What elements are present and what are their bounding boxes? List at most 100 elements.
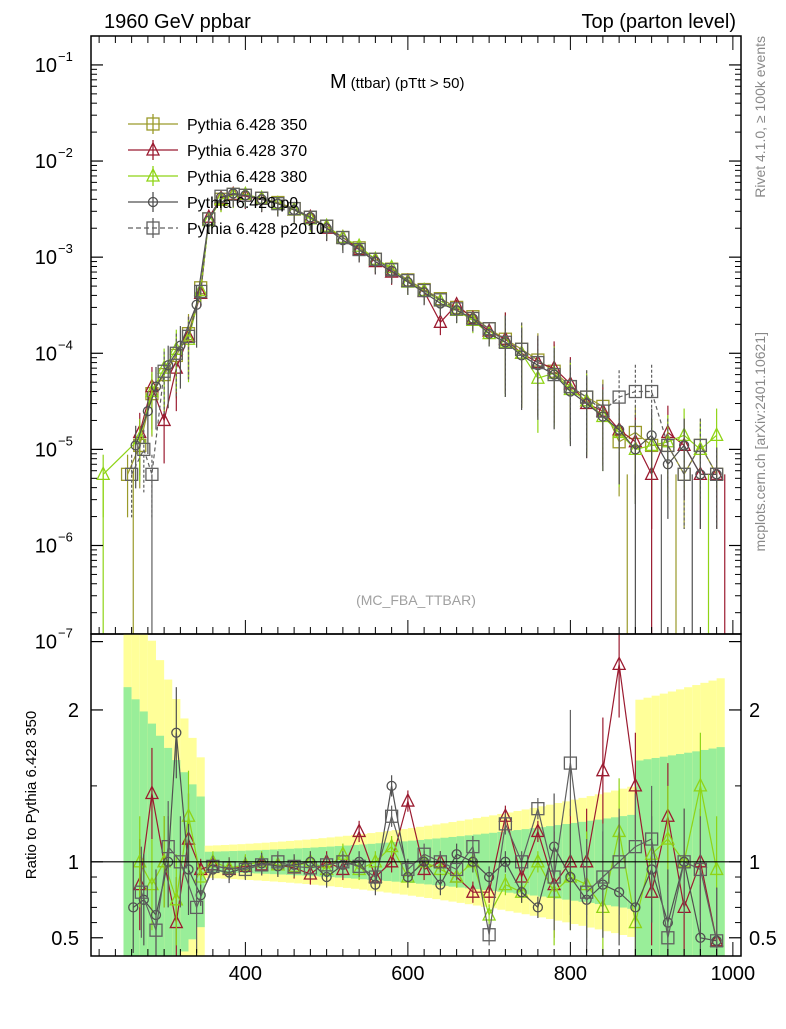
ratio-point: [386, 780, 397, 792]
ratio-point: [709, 934, 724, 948]
ratio-point: [530, 853, 545, 868]
ratio-point: [171, 727, 182, 738]
data-point: [628, 384, 643, 399]
ratio-point: [612, 655, 627, 671]
y-tick-exponent: −4: [58, 337, 73, 352]
legend-marker: [146, 117, 160, 131]
y-tick-label: 10: [35, 632, 57, 654]
data-point: [677, 467, 691, 481]
ratio-point: [384, 809, 399, 823]
data-point: [238, 188, 253, 202]
data-point: [384, 263, 399, 277]
ratio-point: [384, 853, 399, 868]
ratio-ylabel: Ratio to Pythia 6.428 350: [23, 711, 40, 879]
data-point: [709, 467, 724, 481]
y-tick-label: 10: [35, 151, 57, 173]
legend-label: Pythia 6.428 350: [187, 117, 307, 134]
y-tick-label: 10: [35, 343, 57, 365]
data-point: [514, 342, 529, 356]
data-point: [531, 355, 545, 370]
data-point: [466, 311, 480, 326]
ratio-point: [579, 885, 594, 899]
data-point: [401, 273, 415, 288]
ratio-point: [451, 849, 462, 860]
ratio-point: [193, 868, 208, 883]
data-point: [150, 381, 162, 392]
ratio-point: [498, 876, 513, 891]
ratio-point: [303, 865, 318, 880]
data-point: [271, 197, 285, 211]
green-band-segment: [651, 757, 660, 956]
data-point: [433, 293, 448, 307]
ratio-point: [693, 777, 708, 792]
y-tick-label: 10: [35, 439, 57, 461]
green-band-segment: [131, 699, 140, 956]
data-point: [596, 404, 610, 418]
ratio-point: [368, 870, 383, 884]
green-band-segment: [635, 760, 644, 956]
ratio-point: [596, 870, 610, 884]
y-tick-exponent: −5: [58, 433, 73, 448]
ratio-point: [352, 859, 366, 874]
ratio-point: [465, 883, 480, 898]
ratio-point: [157, 853, 172, 868]
ratio-point: [466, 839, 480, 854]
data-point: [644, 384, 659, 399]
ratio-point: [161, 839, 175, 854]
green-band-segment: [659, 756, 668, 956]
y-tick-exponent: −2: [58, 145, 73, 160]
green-band-segment: [716, 747, 725, 956]
y-tick-exponent: −6: [58, 529, 73, 544]
ratio-point: [144, 785, 159, 800]
ratio-point: [287, 859, 301, 874]
ratio-point: [532, 902, 544, 913]
legend-marker: [145, 167, 161, 182]
y-tick-exponent: −3: [58, 241, 73, 256]
ratio-point: [238, 862, 253, 877]
data-point: [319, 219, 334, 233]
data-point: [254, 191, 269, 205]
ratio-point: [449, 862, 464, 877]
data-point: [368, 252, 383, 266]
ratio-point: [565, 871, 576, 883]
ratio-point: [181, 807, 196, 822]
y-tick-label: 10: [35, 55, 57, 77]
ratio-point: [530, 822, 545, 838]
data-point: [693, 438, 708, 453]
y-tick-exponent: −1: [58, 49, 73, 64]
legend-label: Pythia 6.428 p0: [187, 195, 298, 212]
y-tick-label: 10: [35, 535, 57, 557]
ratio-y-tick-label: 1: [68, 852, 79, 874]
green-band-segment: [156, 735, 165, 956]
x-tick-label: 600: [391, 963, 424, 985]
ratio-point: [482, 928, 496, 942]
ratio-point: [401, 862, 415, 877]
ratio-point: [144, 876, 159, 891]
x-tick-label: 400: [229, 963, 262, 985]
ratio-y-tick-label: 0.5: [51, 928, 79, 950]
legend-label: Pythia 6.428 370: [187, 143, 307, 160]
ratio-point: [482, 883, 497, 898]
series-line: [131, 193, 718, 476]
green-band-segment: [676, 754, 685, 956]
header-process-label: Top (parton level): [581, 11, 736, 33]
ratio-point: [516, 887, 527, 898]
ratio-y-tick-label-right: 1: [749, 852, 760, 874]
ratio-point: [189, 900, 204, 915]
ratio-point: [531, 802, 545, 816]
main-title: M (ttbar) (pTtt > 50): [330, 71, 464, 93]
ratio-point: [709, 860, 724, 876]
ratio-point: [384, 838, 399, 853]
data-point: [547, 367, 561, 382]
data-point: [130, 440, 141, 451]
legend: Pythia 6.428 350 Pythia 6.428 370 Pythia 6…: [128, 114, 325, 238]
data-point: [612, 390, 626, 404]
data-point: [579, 390, 594, 404]
ratio-point: [149, 923, 163, 937]
x-tick-label: 1000: [711, 963, 756, 985]
series-pythia-6-428-p2010: [124, 187, 724, 529]
ratio-point: [417, 847, 431, 861]
ratio-point: [595, 762, 610, 777]
watermark-analysis-id: (MC_FBA_TTBAR): [356, 592, 476, 608]
